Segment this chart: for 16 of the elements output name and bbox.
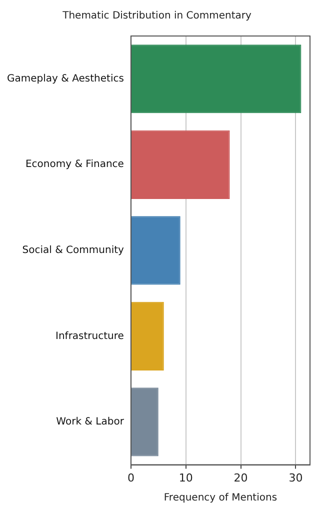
bar [131,302,164,370]
y-tick-label: Gameplay & Aesthetics [6,73,124,84]
y-tick-label: Economy & Finance [25,159,124,170]
bar [131,216,180,285]
x-tick-label: 30 [288,471,303,484]
x-axis-title: Frequency of Mentions [164,492,278,504]
x-tick-label: 0 [127,471,134,484]
y-tick-label: Work & Labor [56,416,125,428]
bar [131,44,302,114]
bar [131,388,158,456]
y-tick-label: Social & Community [22,244,124,256]
x-tick-label: 10 [178,471,193,484]
x-tick-label: 20 [234,471,248,484]
chart-title: Thematic Distribution in Commentary [62,10,252,22]
y-tick-label: Infrastructure [56,330,124,342]
bar [131,130,230,199]
